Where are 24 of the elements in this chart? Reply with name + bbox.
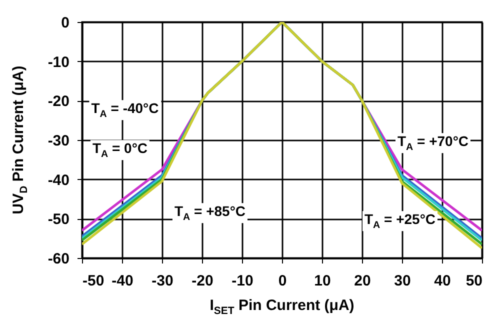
y-tick-label: 0 bbox=[61, 14, 70, 32]
annotation: T$_{A}$ = 0°C bbox=[90, 140, 150, 160]
x-tick-label: 50 bbox=[466, 272, 482, 290]
y-tick-label: -20 bbox=[48, 93, 70, 110]
x-tick-label: 10 bbox=[314, 272, 331, 290]
y-tick-label: -30 bbox=[48, 132, 70, 150]
y-tick-label: -40 bbox=[48, 172, 70, 189]
x-tick-label: -30 bbox=[152, 272, 174, 290]
y-tick-label: -50 bbox=[48, 211, 70, 228]
x-tick-label: 30 bbox=[394, 272, 411, 290]
x-tick-label: -10 bbox=[232, 272, 254, 290]
annotation: T$_{A}$ = -40°C bbox=[89, 100, 161, 120]
x-tick-label: -20 bbox=[192, 272, 214, 290]
annotation: T$_{A}$ = +70°C bbox=[395, 133, 471, 153]
x-tick-label: -40 bbox=[112, 272, 134, 290]
x-tick-label: 40 bbox=[434, 272, 451, 290]
x-tick-label: -50 bbox=[82, 272, 104, 290]
annotation: T$_{A}$ = +85°C bbox=[172, 203, 248, 223]
x-tick-label: 20 bbox=[354, 272, 371, 290]
annotation: T$_{A}$ = +25°C bbox=[362, 211, 438, 231]
y-tick-label: -10 bbox=[48, 54, 70, 71]
x-tick-label: 0 bbox=[278, 272, 287, 290]
y-tick-label: -60 bbox=[48, 250, 70, 268]
x-axis-title: I$_{SET}$ Pin Current (μA) bbox=[210, 297, 354, 317]
